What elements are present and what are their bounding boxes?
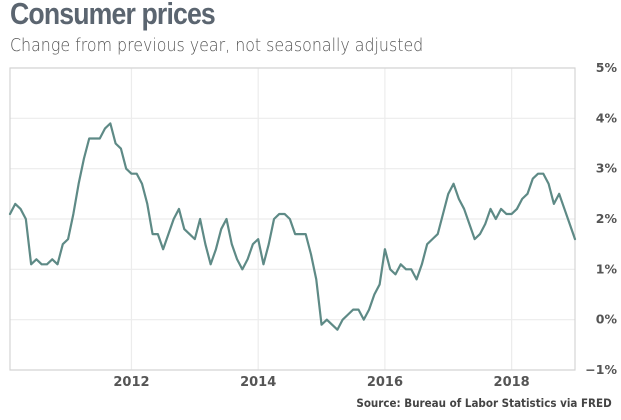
series-line-cpi bbox=[8, 122, 577, 331]
chart-subtitle: Change from previous year, not seasonall… bbox=[10, 35, 424, 56]
y-tick-label: 3% bbox=[596, 161, 618, 176]
x-tick-label: 2016 bbox=[367, 375, 403, 390]
y-axis: 5% 4% 3% 2% 1% 0% −1% bbox=[585, 60, 617, 377]
y-tick-label: 5% bbox=[596, 60, 618, 75]
y-tick-label: −1% bbox=[585, 362, 617, 377]
data-points bbox=[9, 123, 576, 330]
y-tick-label: 0% bbox=[596, 312, 618, 327]
chart-title: Consumer prices bbox=[10, 0, 216, 31]
y-tick-label: 1% bbox=[596, 261, 618, 276]
x-tick-label: 2018 bbox=[494, 375, 530, 390]
x-tick-label: 2014 bbox=[240, 375, 276, 390]
source-note: Source: Bureau of Labor Statistics via F… bbox=[356, 396, 612, 410]
x-tick-label: 2012 bbox=[113, 375, 149, 390]
y-tick-label: 4% bbox=[596, 110, 618, 125]
plot-frame bbox=[9, 67, 576, 371]
y-tick-label: 2% bbox=[596, 211, 618, 226]
x-axis: 2012 2014 2016 2018 bbox=[113, 375, 529, 390]
gridlines bbox=[10, 67, 575, 371]
